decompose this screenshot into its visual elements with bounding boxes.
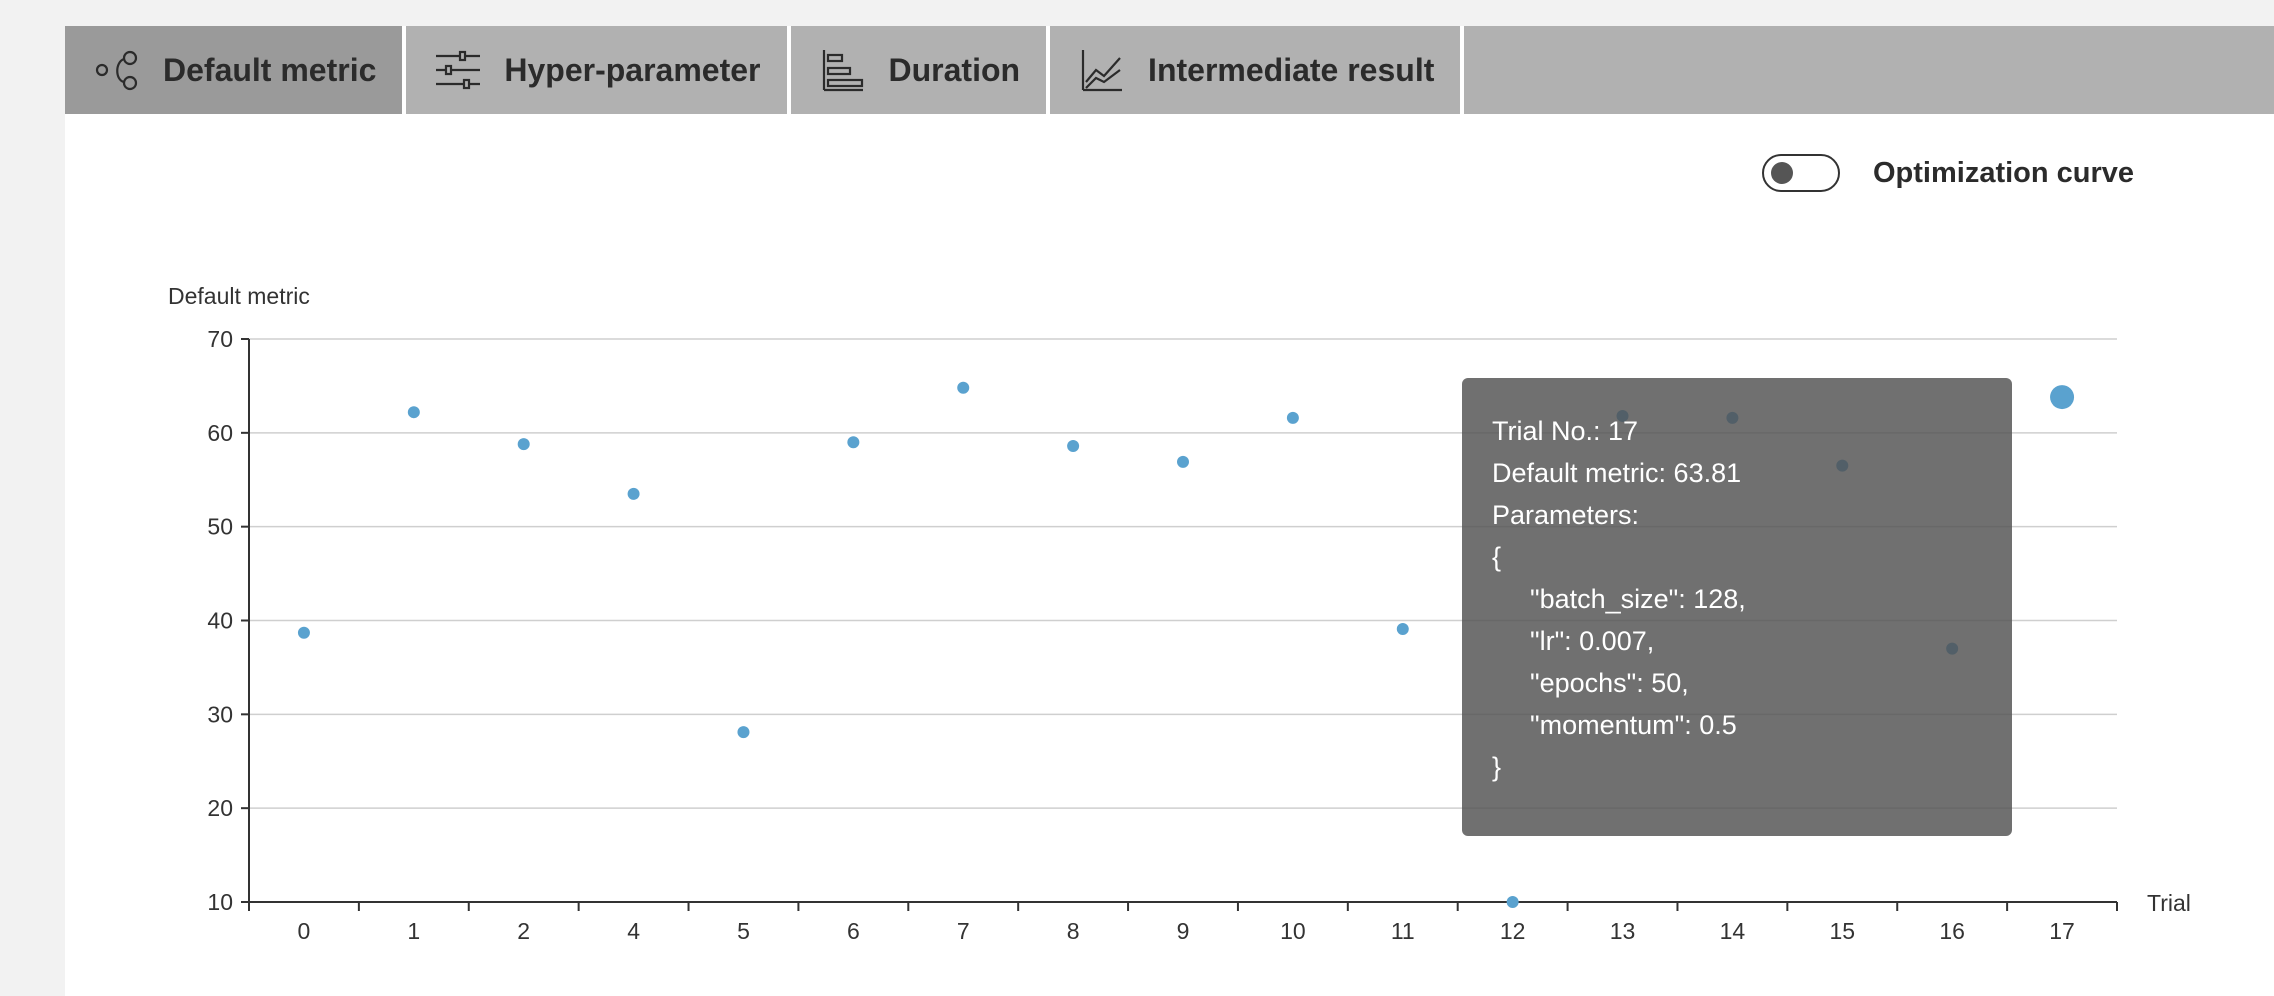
x-axis-title: Trial <box>2147 890 2191 916</box>
horizontal-bar-icon <box>817 44 869 96</box>
x-tick-label: 4 <box>627 918 640 944</box>
y-tick-label: 20 <box>207 795 233 821</box>
data-point <box>517 438 530 451</box>
x-tick-label: 0 <box>298 918 311 944</box>
x-tick-label: 15 <box>1829 918 1855 944</box>
y-tick-label: 40 <box>207 608 233 634</box>
tab-label: Hyper-parameter <box>504 51 761 88</box>
optimization-curve-label: Optimization curve <box>1873 156 2135 189</box>
tooltip-param-line: "momentum": 0.5 <box>1530 710 1737 740</box>
data-point <box>737 726 750 739</box>
tab-bar: Default metric Hyper-parameter <box>65 26 2274 114</box>
x-tick-label: 7 <box>957 918 970 944</box>
data-point <box>957 381 970 394</box>
toggle-knob <box>1771 162 1793 184</box>
tab-hyper-parameter[interactable]: Hyper-parameter <box>406 26 791 114</box>
line-chart-icon <box>1076 44 1128 96</box>
data-point <box>847 436 860 449</box>
tab-duration[interactable]: Duration <box>790 26 1051 114</box>
optimization-curve-toggle-group: Optimization curve <box>1762 154 2134 192</box>
x-tick-label: 11 <box>1391 918 1415 944</box>
data-point <box>1286 411 1299 424</box>
optimization-curve-toggle[interactable] <box>1762 154 1840 192</box>
y-tick-label: 30 <box>207 701 233 727</box>
x-tick-label: 12 <box>1500 918 1526 944</box>
tooltip-param-line: "batch_size": 128, <box>1530 584 1746 614</box>
x-tick-label: 6 <box>847 918 860 944</box>
tab-label: Intermediate result <box>1148 51 1435 88</box>
data-point <box>1067 439 1080 452</box>
x-tick-label: 13 <box>1610 918 1636 944</box>
x-tick-label: 10 <box>1280 918 1306 944</box>
x-tick-label: 8 <box>1067 918 1080 944</box>
data-point <box>2050 385 2075 410</box>
x-tick-label: 9 <box>1177 918 1190 944</box>
y-tick-label: 60 <box>207 420 233 446</box>
x-tick-label: 1 <box>407 918 420 944</box>
x-tick-label: 2 <box>517 918 530 944</box>
tab-bar-filler <box>1464 26 2274 114</box>
tooltip-close-brace: } <box>1492 752 1502 782</box>
y-tick-label: 10 <box>207 889 233 915</box>
data-point <box>297 626 310 639</box>
y-tick-label: 70 <box>207 326 233 352</box>
data-point <box>1177 455 1189 468</box>
tooltip-trial: Trial No.: 17 <box>1492 416 1639 446</box>
tab-label: Duration <box>888 51 1021 88</box>
tooltip-param-line: "lr": 0.007, <box>1530 626 1655 656</box>
tooltip-param-line: "epochs": 50, <box>1530 668 1689 698</box>
sliders-icon <box>432 44 484 96</box>
y-axis-title: Default metric <box>168 283 310 309</box>
tab-intermediate-result[interactable]: Intermediate result <box>1050 26 1465 114</box>
data-point <box>627 487 640 500</box>
y-tick-label: 50 <box>207 514 233 540</box>
data-point <box>407 406 420 419</box>
tooltip-open-brace: { <box>1492 542 1502 572</box>
trial-tooltip: Trial No.: 17 Default metric: 63.81 Para… <box>1462 378 2012 836</box>
tooltip-metric: Default metric: 63.81 <box>1492 458 1742 488</box>
scatter-nodes-icon <box>91 44 143 96</box>
tab-default-metric[interactable]: Default metric <box>65 26 407 114</box>
data-point <box>1506 896 1519 908</box>
data-point <box>1396 622 1409 635</box>
x-tick-label: 16 <box>1939 918 1965 944</box>
x-tick-label: 17 <box>2049 918 2075 944</box>
x-tick-label: 5 <box>737 918 750 944</box>
x-tick-label: 14 <box>1720 918 1746 944</box>
tab-label: Default metric <box>163 51 377 88</box>
tooltip-params-label: Parameters: <box>1492 500 1640 530</box>
